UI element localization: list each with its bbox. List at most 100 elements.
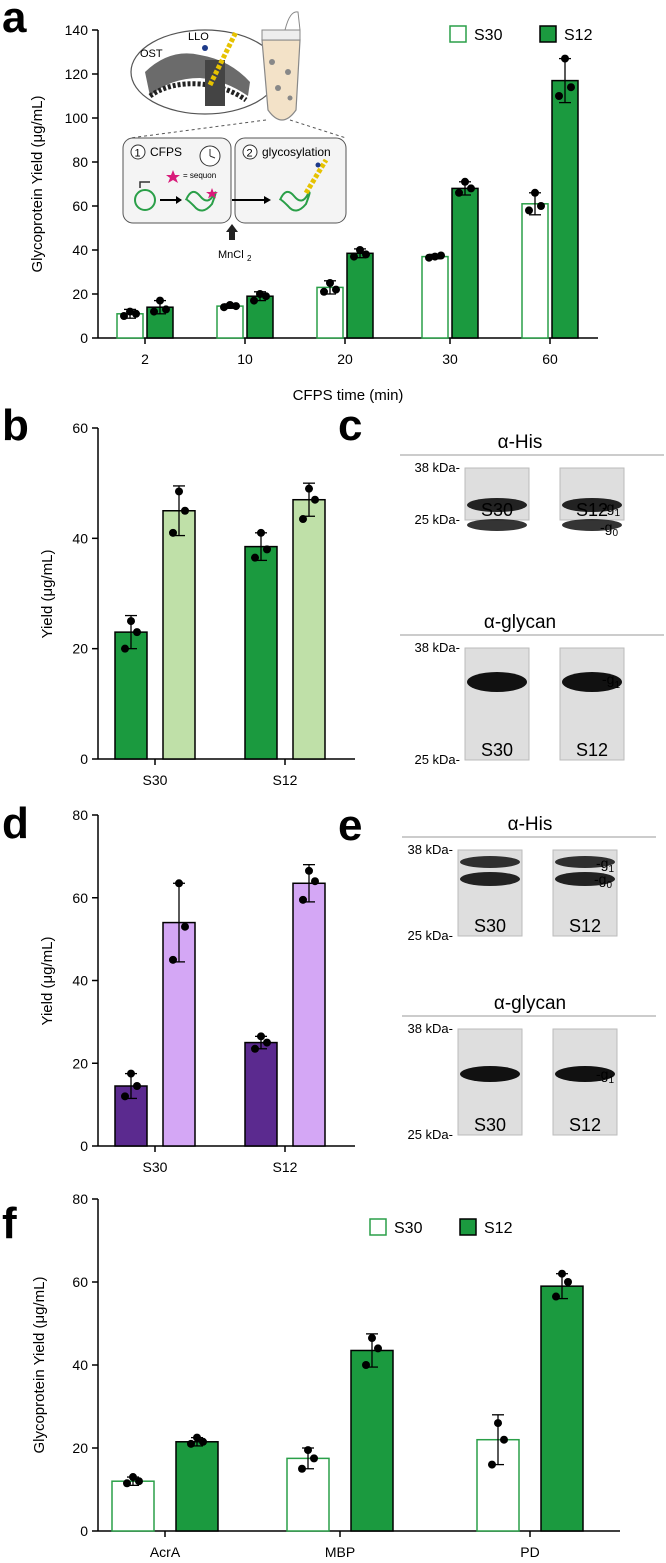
bar (162, 510, 196, 760)
schematic-inset: OST LLO 1 CFPS 2 glycosylation = sequon (122, 11, 347, 263)
bar (175, 1441, 219, 1532)
particle (275, 85, 281, 91)
data-point (123, 1479, 131, 1488)
x-tick-label: PD (520, 1544, 539, 1560)
data-point (305, 484, 313, 493)
band-label-letter: -g (596, 1066, 608, 1082)
band-label: -g0 (594, 871, 612, 891)
band-label-letter: -g (602, 671, 614, 687)
reaction-tube (261, 39, 301, 121)
y-tick-label: 80 (72, 807, 88, 823)
x-tick-label: S30 (143, 772, 168, 788)
zoom-line-left (129, 119, 267, 139)
step1-circle (130, 144, 146, 160)
legend-label: S30 (474, 27, 503, 44)
legend-swatch (449, 25, 467, 43)
data-point (356, 246, 364, 254)
data-point (488, 1460, 496, 1469)
data-point (494, 1419, 502, 1428)
blot-band (562, 519, 622, 531)
x-tick-label: 20 (337, 351, 353, 367)
legend-label: S12 (484, 1220, 513, 1237)
blot-band (460, 872, 520, 886)
data-point (310, 1454, 318, 1463)
sequon-star-icon (206, 188, 218, 199)
step2-number: 2 (247, 148, 253, 160)
legend-label: S12 (564, 27, 593, 44)
lane-label: S30 (481, 500, 513, 520)
band-label-subscript: 1 (614, 508, 620, 519)
bar (421, 255, 449, 339)
glycoprotein-coil (279, 190, 311, 212)
legend-label: S30 (394, 1220, 423, 1237)
bar (350, 1349, 394, 1532)
y-axis-label: Glycoprotein Yield (μg/mL) (31, 1276, 48, 1453)
blot-band (555, 872, 615, 886)
bar (216, 305, 244, 339)
lane-label: S30 (474, 916, 506, 936)
mncl-label: MnCl (218, 249, 244, 261)
bar (292, 882, 326, 1147)
y-tick-label: 0 (80, 1138, 88, 1154)
y-tick-label: 80 (72, 1191, 88, 1207)
data-point (263, 1038, 271, 1047)
band-label: -g1 (596, 855, 614, 875)
blot-title: α-His (498, 432, 543, 453)
data-point (500, 1435, 508, 1444)
sequon-note: = sequon (183, 171, 216, 180)
data-point (263, 545, 271, 554)
data-point (552, 1292, 560, 1301)
y-tick-label: 140 (65, 22, 89, 38)
step2-label: glycosylation (262, 145, 331, 159)
band-label-subscript: 1 (614, 680, 620, 691)
blot-band (562, 672, 622, 692)
mw-marker-low: 25 kDa- (407, 928, 453, 943)
y-tick-label: 40 (72, 530, 88, 546)
y-tick-label: 0 (80, 330, 88, 346)
plasmid-icon (134, 189, 156, 211)
step2-circle (242, 144, 258, 160)
glycan-head (315, 162, 321, 168)
data-point (156, 296, 164, 305)
data-point (232, 302, 240, 311)
blot-band (460, 856, 520, 868)
data-point (133, 628, 141, 637)
tube-cap (261, 29, 301, 41)
data-point (150, 307, 158, 316)
lane-label: S30 (481, 740, 513, 760)
llo-chain (207, 30, 239, 87)
y-tick-label: 80 (72, 154, 88, 170)
data-point (567, 83, 575, 92)
y-tick-label: 0 (80, 1523, 88, 1539)
blot-title: α-glycan (484, 612, 556, 633)
ost-enzyme (205, 60, 225, 106)
data-point (299, 895, 307, 904)
data-point (257, 528, 265, 537)
data-point (350, 252, 358, 261)
lane-label: S12 (569, 916, 601, 936)
band-label-subscript: 1 (608, 1075, 614, 1086)
ost-label: OST (140, 48, 163, 60)
blot-band (467, 498, 527, 512)
blot-band (562, 498, 622, 512)
chart-f: 0 20 40 60 80 Glycoprotein Yield (μg/mL) AcrA M… (31, 1191, 620, 1560)
band-label: -g0 (600, 519, 618, 539)
data-point (298, 1464, 306, 1473)
llo-head (202, 45, 208, 51)
particle (269, 59, 275, 65)
data-point (368, 1334, 376, 1343)
data-point (299, 515, 307, 524)
y-tick-label: 40 (72, 242, 88, 258)
legend-swatch (369, 1218, 387, 1236)
data-point (374, 1344, 382, 1353)
bar (286, 1457, 330, 1532)
mw-marker-low: 25 kDa- (414, 512, 460, 527)
data-point (311, 877, 319, 886)
band-label-letter: -g (602, 499, 614, 515)
mw-marker-high: 38 kDa- (414, 460, 460, 475)
data-point (561, 54, 569, 63)
lane-label: S12 (569, 1115, 601, 1135)
legend-swatch (539, 25, 557, 43)
